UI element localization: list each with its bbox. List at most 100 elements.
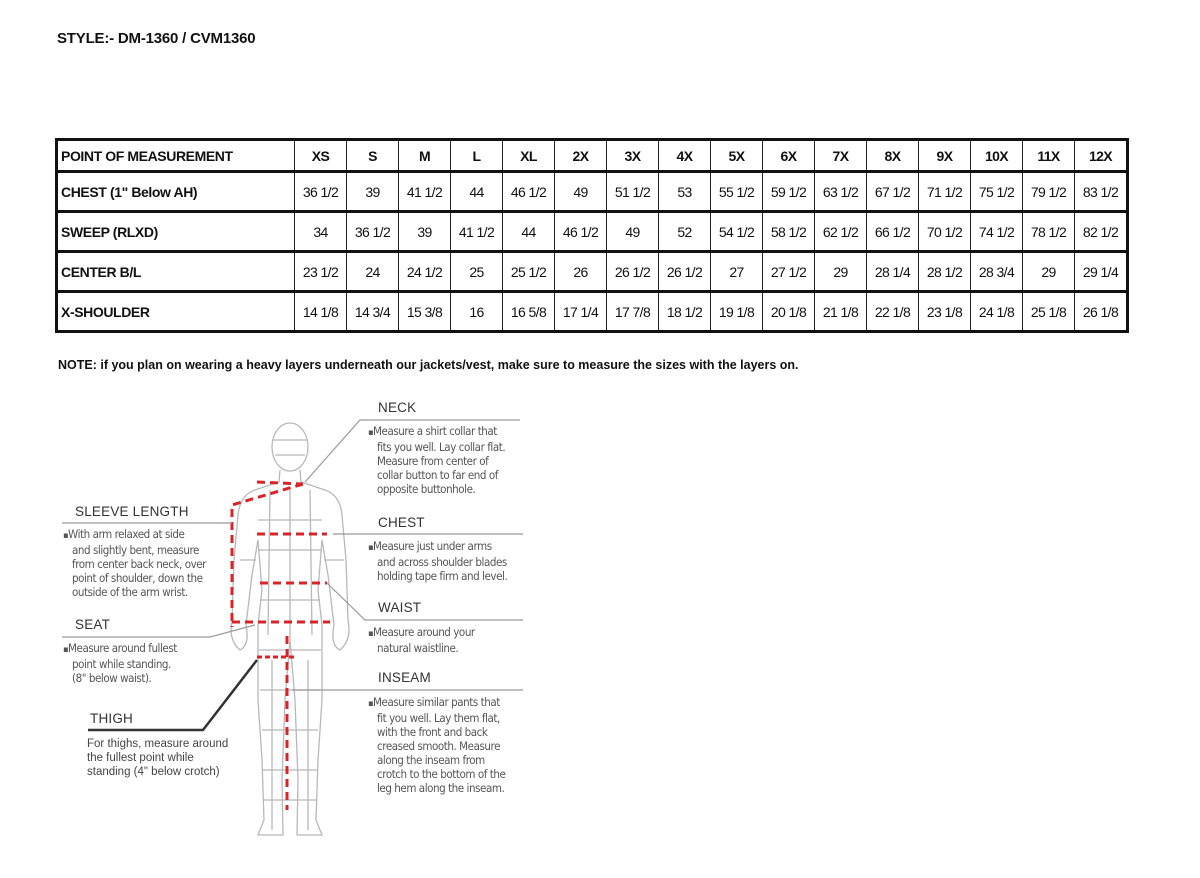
measurement-cell: 24 1/2 [398,251,451,292]
thigh-instructions: For thighs, measure around the fullest po… [87,737,228,779]
table-row: CHEST (1" Below AH) 36 1/2 39 41 1/2 44 46 1/… [56,171,1128,212]
measurement-cell: 20 1/8 [762,291,815,332]
instruction-line: natural waistline. [377,641,459,655]
size-table: POINT OF MEASUREMENT XS S M L XL 2X 3X 4X 5X 6X 7X 8… [55,138,1129,333]
measurement-cell: 55 1/2 [710,171,763,212]
instruction-line: fit you well. Lay them flat, [377,711,500,725]
measurement-cell: 29 [1022,251,1075,292]
instruction-line: outside of the arm wrist. [72,585,188,599]
measurement-cell: 17 1/4 [554,291,607,332]
waist-title: WAIST [378,600,422,615]
measurement-cell: 53 [658,171,711,212]
measurement-cell: 59 1/2 [762,171,815,212]
column-header-size: 2X [554,139,607,172]
measurement-cell: 79 1/2 [1022,171,1075,212]
instruction-line: For thighs, measure around [87,738,229,750]
measurement-cell: 17 7/8 [606,291,659,332]
inseam-title: INSEAM [378,670,431,685]
seat-title: SEAT [75,617,111,632]
sleeve-length-title: SLEEVE LENGTH [75,504,189,519]
measurement-cell: 78 1/2 [1022,211,1075,252]
measurement-cell: 83 1/2 [1074,171,1128,212]
instruction-line: Measure a shirt collar that [368,424,505,440]
measurement-cell: 22 1/8 [866,291,919,332]
column-header-size: M [398,139,451,172]
measurement-cell: 28 1/4 [866,251,919,292]
instruction-line: the fullest point while [87,752,194,764]
instruction-line: creased smooth. Measure [377,739,501,753]
measurement-cell: 51 1/2 [606,171,659,212]
measurement-cell: 25 [450,251,503,292]
neck-measure-line [256,480,304,486]
measurement-cell: 34 [294,211,347,252]
instruction-line: Measure around your [368,625,475,641]
human-figure-outline [230,422,350,836]
measurement-lines [230,480,330,810]
measurement-cell: 16 [450,291,503,332]
measurement-cell: 21 1/8 [814,291,867,332]
instruction-line: Measure around fullest [63,641,177,657]
measurement-cell: 62 1/2 [814,211,867,252]
measurement-cell: 52 [658,211,711,252]
instruction-line: holding tape firm and level. [377,569,508,583]
instruction-line: point while standing. [72,657,171,671]
table-row: CENTER B/L 23 1/2 24 24 1/2 25 25 1/2 26 26 1/2… [56,251,1128,292]
measurement-cell: 14 1/8 [294,291,347,332]
instruction-line: Measure from center of [377,454,489,468]
measurement-cell: 14 3/4 [346,291,399,332]
measurement-cell: 58 1/2 [762,211,815,252]
measurement-cell: 15 3/8 [398,291,451,332]
measurement-cell: 39 [398,211,451,252]
instruction-line: (8" below waist). [72,671,152,685]
instruction-line: with the front and back [377,725,488,739]
row-label: CHEST (1" Below AH) [56,171,295,212]
measurement-cell: 25 1/2 [502,251,555,292]
layering-note: NOTE: if you plan on wearing a heavy lay… [58,358,799,372]
column-header-size: 9X [918,139,971,172]
instruction-line: fits you well. Lay collar flat. [377,440,506,454]
column-header-size: 11X [1022,139,1075,172]
measurement-cell: 29 1/4 [1074,251,1128,292]
row-label: CENTER B/L [56,251,295,292]
column-header-point-of-measurement: POINT OF MEASUREMENT [56,139,295,172]
instruction-line: crotch to the bottom of the [377,767,506,781]
chest-title: CHEST [378,515,425,530]
measurement-cell: 44 [502,211,555,252]
instruction-line: Measure just under arms [368,539,507,555]
table-row: X-SHOULDER 14 1/8 14 3/4 15 3/8 16 16 5/8 17 1… [56,291,1128,332]
column-header-size: 5X [710,139,763,172]
table-header-row: POINT OF MEASUREMENT XS S M L XL 2X 3X 4X 5X 6X 7X 8… [56,139,1128,172]
instruction-line: leg hem along the inseam. [377,781,505,795]
measurement-cell: 70 1/2 [918,211,971,252]
measurement-cell: 41 1/2 [398,171,451,212]
measurement-cell: 71 1/2 [918,171,971,212]
measurement-cell: 23 1/8 [918,291,971,332]
measurement-cell: 28 1/2 [918,251,971,292]
instruction-line: along the inseam from [377,753,485,767]
instruction-line: standing (4" below crotch) [87,766,220,778]
thigh-title: THIGH [90,711,133,726]
measurement-cell: 39 [346,171,399,212]
instruction-line: collar button to far end of [377,468,498,482]
instruction-line: Measure similar pants that [368,695,505,711]
measurement-cell: 29 [814,251,867,292]
instruction-line: With arm relaxed at side [63,527,206,543]
sleeve-measure-line [230,482,304,627]
column-header-size: 7X [814,139,867,172]
instruction-line: and slightly bent, measure [72,543,199,557]
measurement-cell: 54 1/2 [710,211,763,252]
column-header-size: L [450,139,503,172]
neck-title: NECK [378,400,417,415]
instruction-line: point of shoulder, down the [72,571,203,585]
instruction-line: from center back neck, over [72,557,206,571]
callout-lines [62,419,523,732]
row-label: X-SHOULDER [56,291,295,332]
